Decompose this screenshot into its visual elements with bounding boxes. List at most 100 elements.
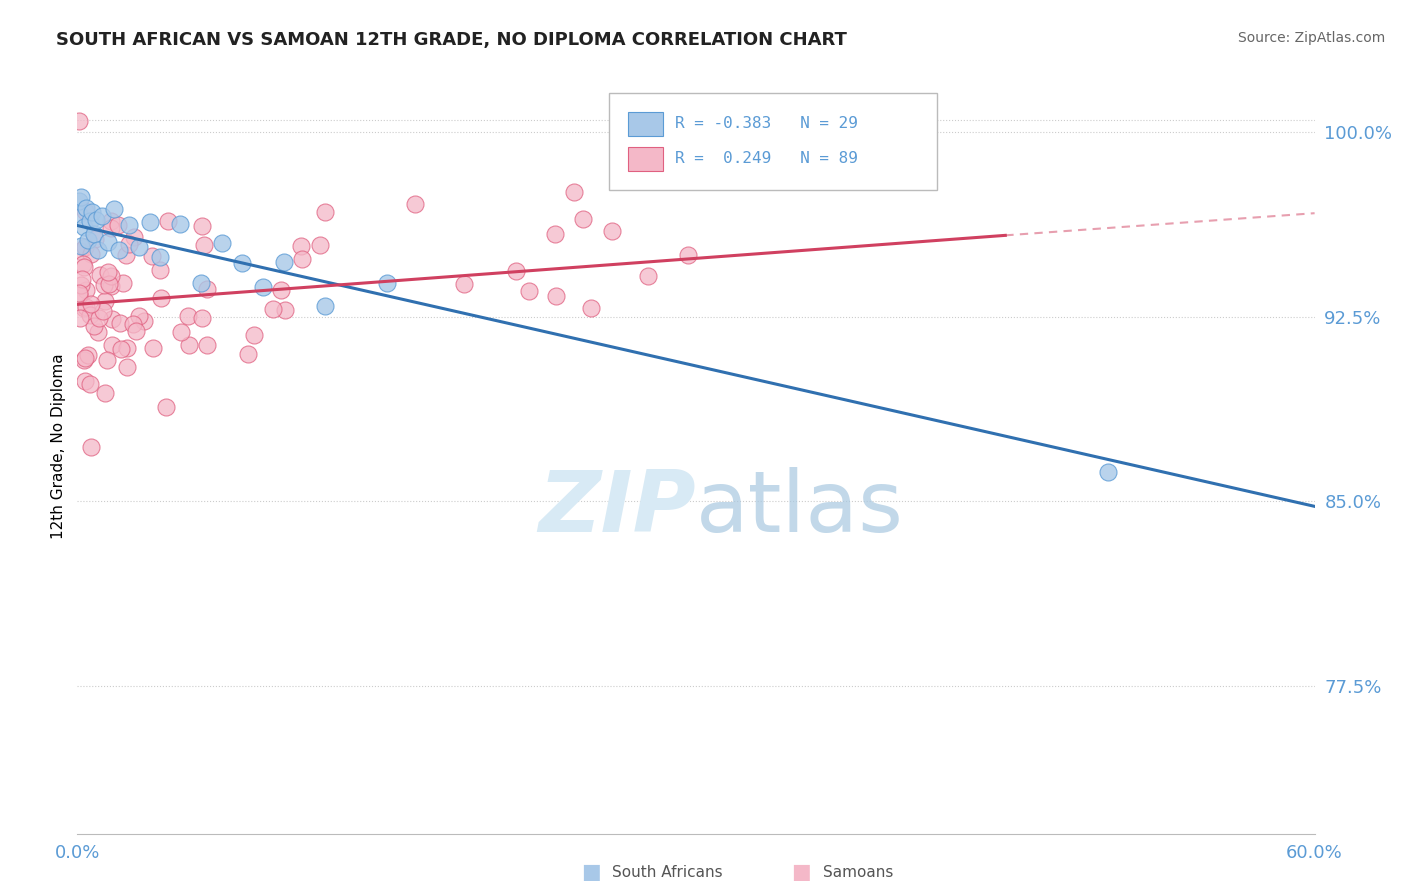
- Point: [138, 215, 160, 229]
- Text: atlas: atlas: [696, 467, 904, 549]
- Point: [70, 278, 93, 293]
- Point: [75, 300, 97, 314]
- Point: [100, 278, 122, 293]
- Point: [100, 213, 122, 227]
- Point: [191, 219, 214, 233]
- Point: [77, 348, 100, 362]
- Point: [262, 302, 284, 317]
- Point: [79, 377, 101, 392]
- Point: [128, 240, 150, 254]
- Point: [544, 227, 567, 241]
- Point: [375, 277, 398, 291]
- Text: R =  0.249   N = 89: R = 0.249 N = 89: [675, 152, 858, 167]
- Point: [67, 285, 90, 300]
- Text: Samoans: Samoans: [823, 865, 893, 880]
- Point: [637, 268, 659, 283]
- Point: [76, 233, 98, 247]
- Point: [505, 264, 527, 278]
- Point: [191, 310, 214, 325]
- Point: [103, 202, 125, 217]
- Point: [97, 235, 120, 250]
- Point: [600, 224, 623, 238]
- Point: [72, 257, 94, 271]
- Point: [108, 316, 131, 330]
- Point: [91, 210, 114, 224]
- Point: [69, 244, 91, 259]
- Point: [69, 311, 91, 326]
- Point: [70, 239, 93, 253]
- Point: [110, 342, 132, 356]
- Point: [79, 214, 101, 228]
- Point: [544, 288, 567, 302]
- Point: [70, 190, 93, 204]
- Point: [93, 278, 115, 293]
- Text: SOUTH AFRICAN VS SAMOAN 12TH GRADE, NO DIPLOMA CORRELATION CHART: SOUTH AFRICAN VS SAMOAN 12TH GRADE, NO D…: [56, 31, 846, 49]
- Bar: [628, 112, 662, 136]
- Point: [270, 283, 292, 297]
- Point: [117, 342, 139, 356]
- Point: [314, 205, 336, 219]
- Point: [124, 230, 146, 244]
- Point: [252, 280, 274, 294]
- Point: [70, 272, 93, 286]
- Point: [67, 114, 90, 128]
- Point: [93, 386, 115, 401]
- Point: [73, 374, 96, 388]
- Point: [211, 236, 233, 251]
- Point: [80, 297, 103, 311]
- Point: [676, 248, 699, 262]
- Text: ■: ■: [581, 863, 600, 882]
- Point: [89, 268, 111, 283]
- Point: [72, 301, 94, 315]
- Point: [195, 282, 218, 296]
- Point: [91, 304, 114, 318]
- Point: [100, 268, 122, 283]
- Point: [87, 311, 110, 326]
- Point: [83, 232, 105, 246]
- Point: [579, 301, 602, 316]
- Point: [193, 238, 215, 252]
- Point: [97, 265, 120, 279]
- Point: [571, 212, 593, 227]
- Point: [87, 243, 110, 257]
- Point: [107, 219, 129, 233]
- Point: [101, 311, 124, 326]
- Point: [80, 247, 103, 261]
- Point: [273, 255, 295, 269]
- Point: [291, 252, 314, 266]
- Point: [118, 236, 141, 251]
- Text: ZIP: ZIP: [538, 467, 696, 549]
- Point: [169, 217, 191, 231]
- Point: [177, 337, 200, 351]
- Point: [274, 302, 297, 317]
- Point: [73, 351, 96, 365]
- Point: [453, 277, 475, 292]
- Point: [132, 314, 155, 328]
- Point: [83, 319, 105, 334]
- Point: [72, 219, 94, 234]
- Point: [231, 256, 253, 270]
- Point: [314, 299, 336, 313]
- Point: [112, 276, 135, 290]
- Point: [87, 325, 110, 339]
- Point: [1097, 465, 1119, 479]
- Point: [141, 249, 163, 263]
- Point: [177, 309, 200, 323]
- Text: South Africans: South Africans: [612, 865, 723, 880]
- Point: [107, 243, 129, 257]
- Point: [75, 283, 97, 297]
- Text: Source: ZipAtlas.com: Source: ZipAtlas.com: [1237, 31, 1385, 45]
- Point: [67, 287, 90, 301]
- Point: [149, 250, 172, 264]
- Point: [73, 260, 96, 275]
- Point: [101, 337, 124, 351]
- Point: [149, 262, 172, 277]
- Point: [115, 359, 138, 374]
- Point: [98, 277, 121, 291]
- Point: [118, 218, 141, 232]
- Point: [80, 440, 103, 454]
- Point: [100, 220, 122, 235]
- Point: [121, 317, 143, 331]
- Point: [190, 276, 212, 290]
- Point: [290, 239, 312, 253]
